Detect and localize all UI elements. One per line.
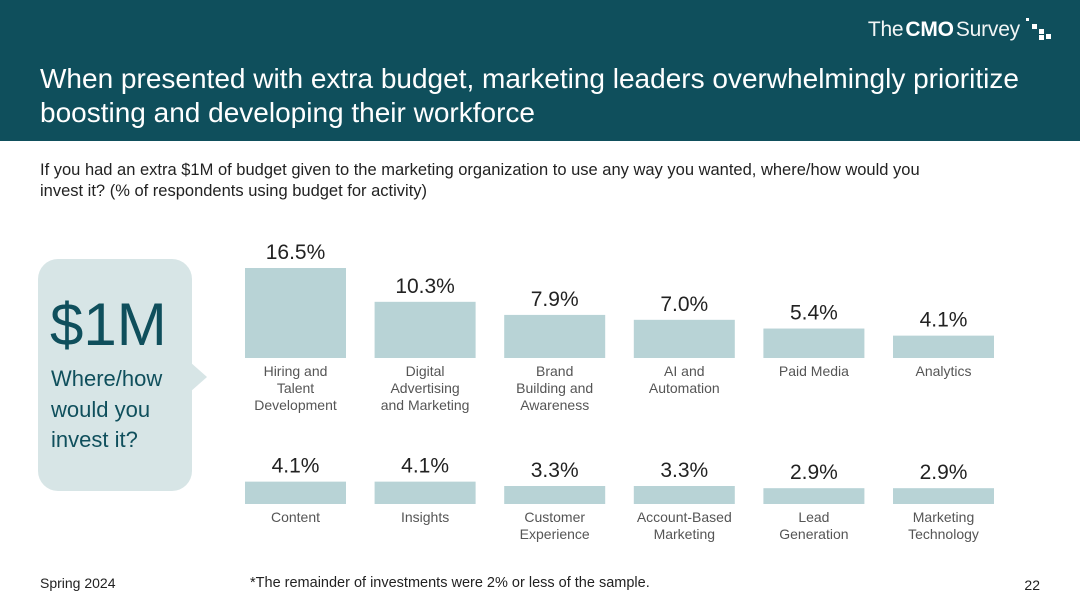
bar-r1-1 (245, 268, 346, 358)
value-label-r1-4: 7.0% (660, 293, 708, 316)
bar-r1-5 (763, 328, 865, 358)
category-label-r1-6-line1: Analytics (915, 363, 971, 379)
category-label-r1-2-line2: Advertising (390, 380, 459, 396)
category-label-r2-4-line2: Marketing (654, 526, 715, 542)
callout-text: Where/how would you invest it? (51, 366, 163, 452)
category-label-r1-4-line2: Automation (649, 380, 720, 396)
page-number: 22 (1024, 577, 1040, 593)
bar-r2-5 (763, 488, 865, 504)
value-label-r1-3: 7.9% (531, 288, 579, 311)
bar-r1-4 (633, 319, 735, 358)
value-label-r2-5: 2.9% (790, 461, 838, 484)
page-title: When presented with extra budget, market… (40, 63, 1019, 128)
category-label-r2-5-line2: Generation (779, 526, 848, 542)
brand-logo: The CMO Survey (868, 18, 1054, 42)
bar-r2-3 (504, 486, 606, 504)
value-label-r2-6: 2.9% (920, 461, 968, 484)
header-banner: The CMO Survey When presented with extra… (0, 0, 1080, 141)
value-label-r2-2: 4.1% (401, 455, 449, 478)
value-label-r1-1: 16.5% (266, 241, 326, 264)
category-label-r1-5-line1: Paid Media (779, 363, 849, 379)
callout-bubble (38, 259, 192, 491)
bar-r1-3 (504, 314, 606, 358)
category-label-r2-6-line1: Marketing (913, 509, 974, 525)
bar-r2-4 (633, 486, 735, 504)
category-label-r2-1-line1: Content (271, 509, 320, 525)
category-label-r1-1-line3: Development (254, 397, 337, 413)
category-label-r1-1-line1: Hiring and (264, 363, 328, 379)
brand-dots-icon (1024, 18, 1054, 42)
brand-text-post: Survey (955, 18, 1020, 41)
category-label-r1-3-line1: Brand (536, 363, 573, 379)
category-label-r1-2-line3: and Marketing (381, 397, 470, 413)
category-label-r2-3-line1: Customer (524, 509, 585, 525)
category-label-r2-3-line2: Experience (520, 526, 590, 542)
category-label-r2-4-line1: Account-Based (637, 509, 732, 525)
brand-text-pre: The (867, 18, 904, 41)
value-label-r2-1: 4.1% (272, 455, 320, 478)
brand-text-bold: CMO (905, 18, 954, 41)
bar-r2-6 (893, 488, 994, 504)
value-label-r2-4: 3.3% (660, 459, 708, 482)
bar-r2-1 (245, 481, 346, 504)
footer-season: Spring 2024 (40, 575, 116, 591)
category-label-r2-2-line1: Insights (401, 509, 449, 525)
category-label-r1-3-line2: Building and (516, 380, 593, 396)
category-label-r1-2-line1: Digital (406, 363, 445, 379)
value-label-r2-3: 3.3% (531, 459, 579, 482)
bar-r1-6 (893, 335, 994, 358)
bar-r1-2 (374, 301, 476, 358)
bar-r2-2 (374, 481, 476, 504)
category-label-r1-3-line3: Awareness (520, 397, 589, 413)
value-label-r1-5: 5.4% (790, 302, 838, 325)
callout-amount: $1M (50, 291, 167, 358)
callout-bubble-tail (190, 362, 207, 392)
category-label-r2-6-line2: Technology (908, 526, 979, 542)
category-label-r1-1-line2: Talent (277, 380, 314, 396)
survey-question: If you had an extra $1M of budget given … (40, 161, 920, 200)
category-label-r2-5-line1: Lead (798, 509, 829, 525)
footnote: *The remainder of investments were 2% or… (250, 575, 650, 591)
value-label-r1-2: 10.3% (395, 275, 455, 298)
category-label-r1-4-line1: AI and (664, 363, 704, 379)
value-label-r1-6: 4.1% (920, 309, 968, 332)
